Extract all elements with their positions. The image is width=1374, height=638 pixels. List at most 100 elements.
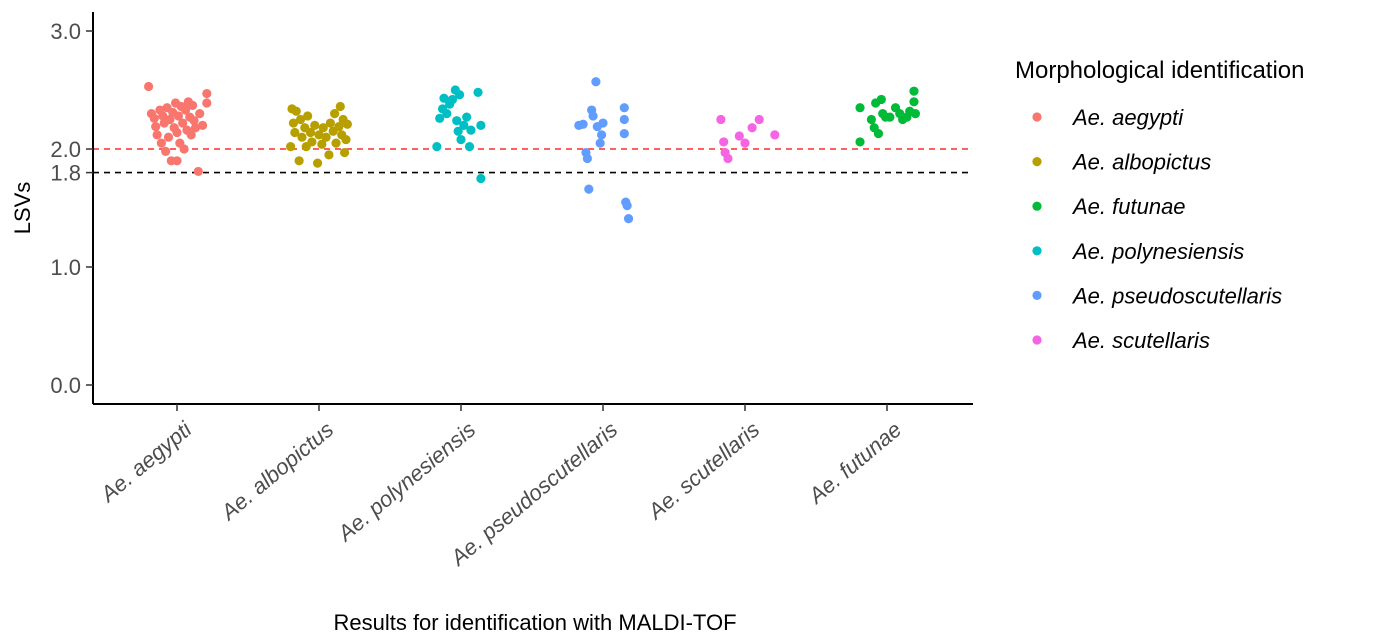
data-point	[190, 123, 201, 133]
legend-label: Ae. futunae	[1071, 194, 1186, 219]
data-point	[598, 118, 608, 128]
data-point	[303, 111, 313, 121]
data-point	[310, 120, 320, 130]
data-point	[195, 109, 205, 119]
data-point	[189, 116, 199, 126]
data-point	[873, 129, 884, 139]
data-point	[855, 137, 865, 147]
data-point	[202, 98, 212, 108]
data-point	[885, 112, 895, 122]
data-point	[909, 97, 919, 107]
x-tick-label: Ae. scutellaris	[642, 417, 765, 525]
data-point	[754, 114, 764, 125]
data-point	[582, 153, 592, 164]
data-point	[297, 132, 307, 142]
data-point	[453, 126, 463, 136]
y-tick-label: 1.0	[50, 255, 81, 280]
data-point	[476, 173, 486, 184]
data-point	[156, 138, 166, 148]
data-point	[180, 105, 191, 115]
data-point	[341, 134, 351, 145]
data-point	[459, 120, 469, 130]
x-tick-label: Ae. futunae	[802, 417, 906, 510]
data-point	[152, 130, 162, 140]
data-point	[144, 81, 154, 92]
data-point	[317, 139, 327, 149]
data-point	[288, 118, 299, 128]
data-point	[197, 120, 208, 130]
legend-key	[1032, 246, 1042, 256]
data-point	[339, 147, 350, 158]
data-point	[295, 114, 306, 125]
data-point	[716, 114, 726, 125]
threshold-lines	[93, 148, 973, 174]
data-point	[747, 123, 757, 133]
data-point	[909, 86, 919, 96]
data-point	[312, 158, 323, 168]
data-point	[178, 118, 188, 128]
legend-key	[1032, 157, 1042, 167]
data-point	[619, 114, 629, 125]
legend-label: Ae. albopictus	[1071, 150, 1211, 175]
data-point	[151, 121, 161, 132]
x-tick-label: Ae. aegypti	[94, 416, 197, 508]
data-point	[149, 113, 159, 123]
data-point	[163, 132, 174, 142]
legend-label: Ae. scutellaris	[1071, 328, 1210, 353]
data-point	[193, 166, 203, 177]
data-point	[595, 138, 605, 148]
data-point	[432, 142, 442, 152]
data-point	[290, 127, 300, 138]
data-point	[172, 127, 182, 138]
legend-title: Morphological identification	[1015, 57, 1305, 84]
x-tick-label: Ae. polynesiensis	[331, 417, 480, 547]
data-point	[454, 90, 465, 100]
data-point	[876, 94, 886, 105]
data-point	[318, 123, 328, 133]
y-tick-label: 0.0	[50, 373, 81, 398]
data-point	[591, 77, 601, 87]
data-point	[619, 103, 629, 113]
data-point	[314, 130, 324, 140]
data-point	[335, 101, 345, 112]
axes	[92, 12, 973, 405]
data-point	[442, 109, 452, 119]
data-point	[291, 106, 301, 116]
data-point	[294, 156, 304, 166]
data-point	[622, 201, 632, 211]
data-point	[447, 94, 458, 105]
data-point	[719, 137, 729, 147]
data-point	[855, 103, 865, 113]
legend-key	[1032, 335, 1042, 345]
y-tick-label: 1.8	[50, 161, 81, 186]
data-points	[144, 77, 921, 224]
legend-key	[1032, 201, 1042, 211]
data-point	[202, 88, 212, 99]
data-point	[619, 129, 629, 139]
data-point	[161, 146, 171, 156]
x-axis-title: Results for identification with MALDI-TO…	[333, 610, 736, 635]
data-point	[188, 100, 198, 110]
data-point	[866, 114, 876, 125]
data-point	[305, 127, 316, 138]
data-point	[439, 93, 449, 103]
data-point	[584, 184, 594, 194]
data-point	[165, 114, 175, 125]
data-point	[342, 119, 352, 129]
legend-label: Ae. aegypti	[1071, 105, 1184, 130]
data-point	[456, 134, 466, 145]
data-point	[476, 120, 486, 130]
data-point	[435, 113, 445, 123]
data-point	[623, 214, 634, 224]
y-axis-ticks: 0.0 1.0 1.82.0 3.0	[50, 19, 93, 398]
legend-key	[1032, 290, 1042, 300]
data-point	[158, 111, 168, 121]
data-point	[324, 150, 334, 160]
data-point	[578, 119, 588, 129]
data-point	[331, 138, 341, 148]
data-point	[462, 112, 472, 122]
data-point	[588, 111, 598, 121]
data-point	[452, 116, 462, 126]
